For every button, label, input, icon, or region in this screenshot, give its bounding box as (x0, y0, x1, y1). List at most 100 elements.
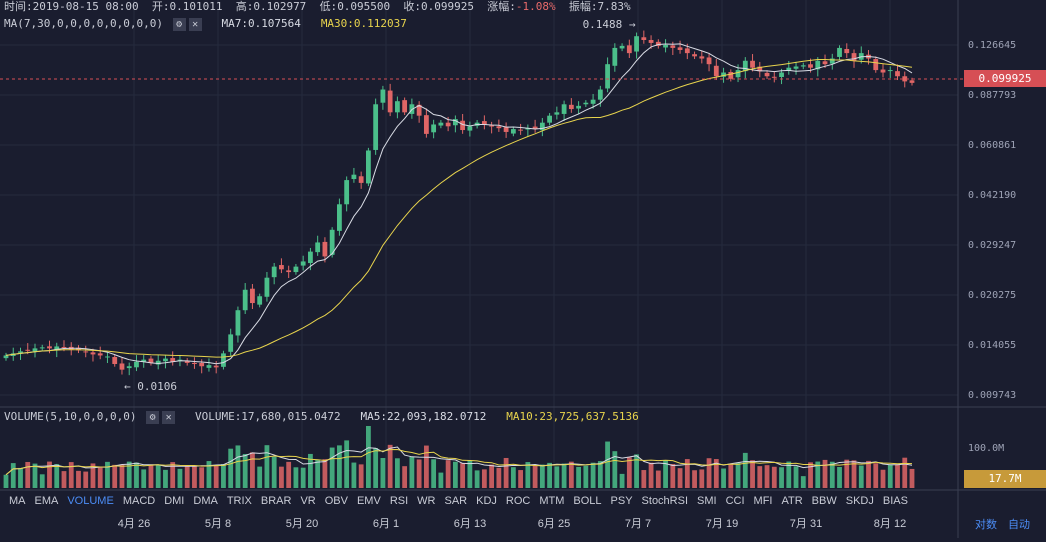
indicator-tab[interactable]: CCI (725, 495, 745, 507)
auto-scale-button[interactable]: 自动 (1008, 519, 1030, 531)
indicator-tab[interactable]: SKDJ (845, 495, 874, 507)
volume-bar (808, 462, 813, 488)
date-tick-label: 7月 19 (705, 518, 739, 530)
volume-bar (177, 468, 183, 488)
volume-bar (800, 476, 806, 488)
indicator-tab[interactable]: BBW (811, 495, 837, 507)
indicator-tab[interactable]: ATR (781, 495, 803, 507)
log-scale-button[interactable]: 对数 (975, 519, 997, 531)
candle-body (764, 72, 770, 77)
candle-body (677, 47, 683, 50)
indicator-tab[interactable]: MTM (539, 495, 565, 507)
indicator-tab[interactable]: MA (9, 495, 26, 507)
indicator-tab[interactable]: VR (300, 495, 316, 507)
volume-bar (518, 470, 524, 488)
indicator-tab[interactable]: VOLUME (67, 495, 114, 507)
candle-body (351, 174, 357, 180)
indicator-tab[interactable]: SMI (697, 495, 717, 507)
volume-bar (677, 468, 683, 488)
candle-body (445, 122, 451, 127)
indicator-tab[interactable]: ROC (505, 495, 531, 507)
volume-bar (68, 462, 74, 488)
volume-bar (873, 463, 879, 488)
volume-bar (134, 462, 139, 488)
ma7-line (5, 43, 913, 365)
indicator-tab[interactable]: KDJ (476, 495, 497, 507)
indicator-tab[interactable]: BOLL (573, 495, 602, 507)
volume-bar (576, 466, 581, 488)
volume-bar (532, 465, 538, 488)
volume-bar (503, 457, 509, 488)
volume-bar (373, 448, 379, 488)
volume-bar (626, 457, 632, 488)
volume-bar (18, 467, 23, 488)
candle-body (481, 121, 487, 125)
indicator-tab[interactable]: SAR (444, 495, 468, 507)
indicator-tab[interactable]: DMI (164, 495, 185, 507)
settings-icon[interactable]: ⚙ (172, 17, 186, 31)
indicator-tab[interactable]: BIAS (882, 495, 908, 507)
indicator-tab[interactable]: OBV (324, 495, 348, 507)
volume-bar (83, 471, 89, 488)
indicator-tab[interactable]: BRAR (260, 495, 292, 507)
high-value: 0.102977 (253, 0, 307, 13)
candle-body (366, 150, 371, 184)
date-tick-label: 4月 26 (117, 518, 151, 530)
candle-body (655, 41, 661, 46)
volume-bar (866, 460, 871, 488)
candle-body (18, 351, 23, 353)
indicator-tab[interactable]: MACD (122, 495, 156, 507)
candle-body (25, 349, 31, 351)
indicator-tab[interactable]: MFI (753, 495, 773, 507)
candle-body (808, 64, 813, 68)
volume-bar (786, 461, 792, 488)
volume-bar (315, 459, 321, 488)
volume-bar (25, 461, 31, 488)
candle-body (713, 65, 719, 77)
close-icon[interactable]: ✕ (162, 410, 176, 424)
volume-bar (445, 460, 451, 488)
date-tick-label: 8月 12 (873, 518, 907, 530)
volume-bar (728, 464, 734, 488)
volume-bar (221, 464, 226, 488)
volume-bar (793, 466, 799, 488)
volume-bar (308, 453, 313, 488)
volume-bar (452, 461, 458, 488)
volume-bar (76, 470, 81, 488)
close-label: 收: (403, 0, 422, 13)
close-icon[interactable]: ✕ (188, 17, 202, 31)
candle-body (177, 359, 183, 361)
ma-legend: MA(7,30,0,0,0,0,0,0,0,0) ⚙ ✕ MA7:0.107564… (4, 17, 407, 31)
volume-bar (264, 445, 270, 488)
indicator-tab[interactable]: DMA (193, 495, 218, 507)
indicator-tab[interactable]: PSY (610, 495, 633, 507)
volume-bar (779, 467, 784, 488)
volume-bar (481, 469, 487, 488)
indicator-tab[interactable]: EMV (356, 495, 381, 507)
candle-body (670, 45, 676, 48)
candle-body (358, 176, 364, 183)
low-value: 0.095500 (337, 0, 391, 13)
candle-body (503, 127, 509, 132)
indicator-tab[interactable]: EMA (34, 495, 59, 507)
vol-ma10-value: MA10:23,725,637.5136 (506, 410, 639, 423)
volume-bar (97, 467, 103, 488)
volume-bar (605, 441, 610, 488)
volume-bar (112, 464, 118, 488)
date-tick-label: 5月 20 (285, 518, 319, 530)
candle-body (728, 71, 734, 79)
candle-body (264, 277, 270, 297)
indicator-tab[interactable]: WR (417, 495, 436, 507)
indicator-tab[interactable]: StochRSI (641, 495, 689, 507)
candle-body (155, 360, 161, 365)
volume-bar (126, 461, 132, 488)
indicator-tab[interactable]: RSI (389, 495, 409, 507)
indicator-tab[interactable]: TRIX (226, 495, 252, 507)
volume-bar (735, 462, 741, 488)
volume-bar (663, 460, 668, 488)
candle-body (242, 289, 248, 311)
settings-icon[interactable]: ⚙ (146, 410, 160, 424)
candle-body (844, 48, 850, 54)
